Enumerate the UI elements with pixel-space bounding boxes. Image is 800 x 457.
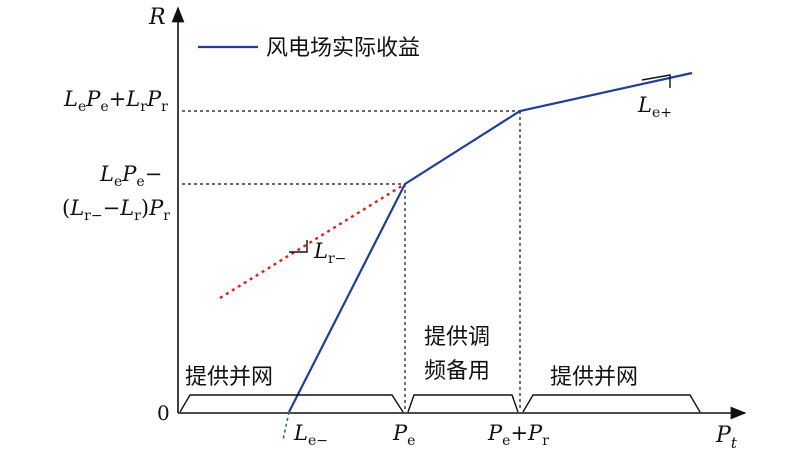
x-tick-le-minus: Le− [293,421,328,449]
revenue-curve [288,71,693,413]
legend-label: 风电场实际收益 [266,36,420,61]
region-middle-label-1: 提供调 [424,325,490,350]
region-left-bracket [179,394,404,413]
region-left-label: 提供并网 [185,365,273,390]
slope-marker-upper [641,74,671,88]
y-tick-upper: LePe+LrPr [63,87,168,115]
region-right-label: 提供并网 [550,365,638,390]
x-tick-pe: Pe [392,421,415,449]
extension-dotted-line [219,182,406,300]
origin-label: 0 [157,401,170,425]
y-tick-mid-line1: LePe− [99,162,162,190]
x-axis-symbol: Pt [715,423,738,452]
slope-label-dotted: Lr− [313,239,346,267]
le-minus-marker [282,411,290,441]
region-middle-label-2: 频备用 [424,359,490,384]
x-tick-pe-plus-pr: Pe+Pr [487,421,549,449]
region-right-bracket [522,394,701,413]
slope-label-upper: Le+ [637,93,672,121]
y-axis-symbol: R [148,5,166,30]
slope-marker-dotted [289,240,308,253]
region-middle-bracket [407,394,519,413]
y-tick-mid-line2: (Lr−−Lr)Pr [62,196,170,224]
